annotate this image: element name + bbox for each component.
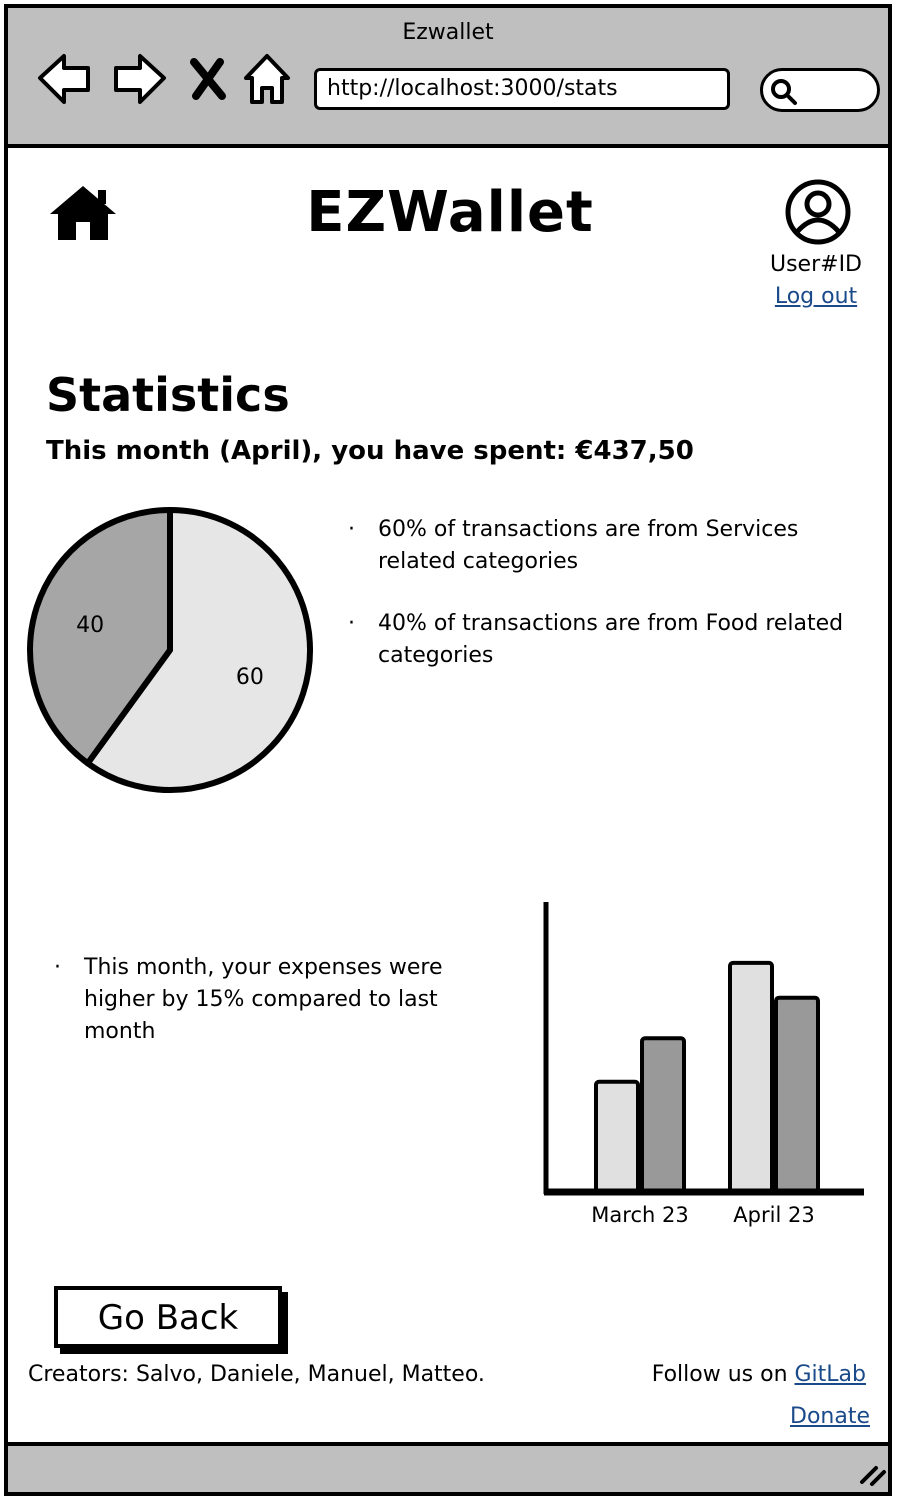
search-input[interactable] bbox=[760, 68, 880, 112]
x-tick-label: April 23 bbox=[733, 1203, 814, 1227]
status-bar bbox=[4, 1442, 892, 1496]
home-icon[interactable] bbox=[48, 184, 118, 242]
user-avatar-icon[interactable] bbox=[784, 178, 852, 246]
bar-1-1 bbox=[774, 995, 820, 1194]
category-pie-chart: 60 40 bbox=[27, 507, 313, 793]
browser-toolbar: Ezwallet http://localhost:3000/stats bbox=[4, 4, 892, 148]
follow-text: Follow us on GitLab bbox=[652, 1362, 866, 1387]
bar-1-0 bbox=[728, 960, 774, 1195]
brand-title: EZWallet bbox=[306, 180, 594, 245]
bar-0-0 bbox=[594, 1079, 640, 1194]
creators-text: Creators: Salvo, Daniele, Manuel, Matteo… bbox=[28, 1362, 485, 1387]
home-icon[interactable] bbox=[240, 50, 294, 108]
page-title: Statistics bbox=[46, 368, 290, 422]
forward-arrow-icon[interactable] bbox=[108, 50, 170, 108]
go-back-button[interactable]: Go Back bbox=[54, 1286, 282, 1348]
gitlab-link[interactable]: GitLab bbox=[794, 1362, 867, 1387]
pie-slice-0 bbox=[84, 507, 313, 793]
donate-link[interactable]: Donate bbox=[790, 1404, 870, 1429]
pie-bullet-list: 60% of transactions are from Services re… bbox=[348, 514, 848, 702]
comparison-bullet-list: This month, your expenses were higher by… bbox=[54, 952, 494, 1048]
list-item: This month, your expenses were higher by… bbox=[54, 952, 494, 1048]
pie-slice-label: 40 bbox=[76, 613, 104, 638]
resize-handle-icon[interactable] bbox=[858, 1462, 888, 1486]
user-id: User#ID bbox=[769, 252, 862, 277]
pie-slice-label: 60 bbox=[236, 665, 264, 690]
bar-0-1 bbox=[640, 1036, 686, 1194]
list-item: 60% of transactions are from Services re… bbox=[348, 514, 848, 578]
spending-summary: This month (April), you have spent: €437… bbox=[46, 436, 694, 466]
search-icon bbox=[771, 79, 797, 105]
pie-slice-1 bbox=[27, 507, 173, 767]
x-tick-label: March 23 bbox=[591, 1203, 688, 1227]
list-item: 40% of transactions are from Food relate… bbox=[348, 608, 848, 672]
window-title: Ezwallet bbox=[402, 20, 494, 45]
logout-link[interactable]: Log out bbox=[774, 284, 858, 309]
follow-prefix: Follow us on bbox=[651, 1362, 795, 1387]
close-icon[interactable] bbox=[188, 58, 228, 100]
monthly-bar-chart: March 23 April 23 bbox=[543, 902, 864, 1227]
url-input[interactable]: http://localhost:3000/stats bbox=[314, 68, 730, 110]
back-arrow-icon[interactable] bbox=[34, 50, 96, 108]
